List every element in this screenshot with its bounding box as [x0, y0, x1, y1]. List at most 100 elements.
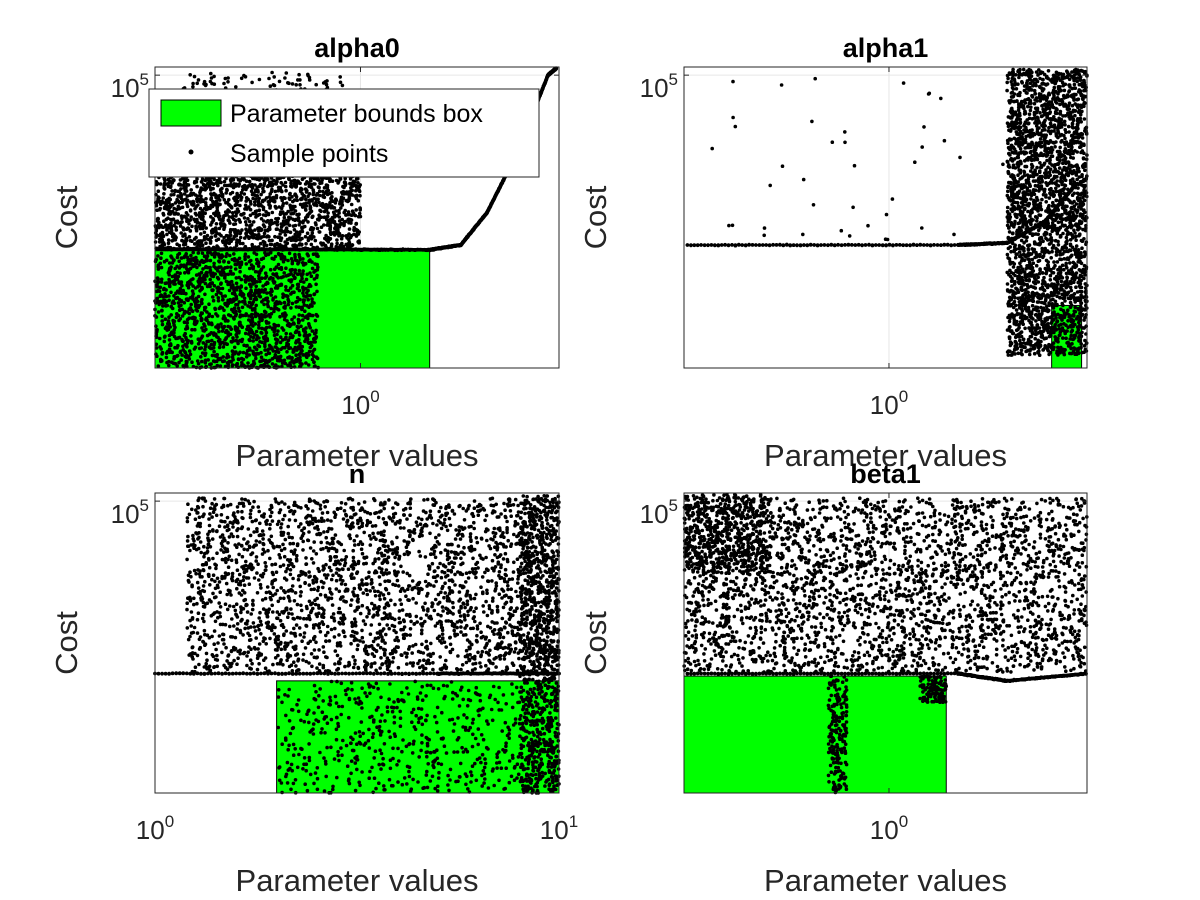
sample-point — [193, 211, 198, 216]
sample-point — [180, 238, 184, 243]
sample-point — [167, 294, 171, 298]
sample-point — [172, 212, 176, 216]
sample-point — [249, 288, 253, 293]
sample-point — [235, 240, 240, 244]
sample-point — [232, 222, 236, 227]
sample-point — [172, 258, 176, 262]
y-tick-label: 105 — [111, 70, 149, 103]
sample-point — [242, 216, 247, 220]
sample-point — [304, 197, 308, 201]
sample-point — [233, 267, 238, 271]
sample-point — [349, 186, 353, 190]
sample-point — [321, 189, 325, 194]
sample-point — [204, 327, 208, 332]
sample-point — [290, 82, 295, 86]
sample-point — [200, 285, 204, 290]
sample-point — [164, 217, 169, 222]
sample-point — [179, 220, 184, 224]
sample-point — [284, 188, 288, 193]
sample-point — [276, 235, 280, 239]
sample-point — [202, 220, 207, 224]
sample-point — [187, 307, 191, 312]
sample-point — [304, 242, 308, 246]
sample-point — [276, 329, 280, 333]
sample-point — [164, 351, 169, 356]
sample-point — [208, 79, 213, 84]
sample-point — [293, 252, 297, 257]
sample-point — [289, 306, 293, 310]
sample-point — [261, 265, 266, 269]
sample-point — [288, 192, 292, 197]
sample-point — [286, 288, 291, 293]
sample-point — [211, 295, 215, 299]
sample-point — [169, 290, 173, 295]
sample-point — [165, 232, 169, 237]
sample-point — [199, 197, 203, 201]
sample-point — [253, 269, 258, 274]
sample-point — [317, 216, 321, 221]
sample-point — [281, 295, 285, 300]
sample-point — [281, 259, 286, 264]
sample-point — [257, 271, 262, 275]
sample-point — [191, 85, 195, 89]
sample-point — [226, 76, 230, 80]
sample-point — [288, 236, 292, 240]
sample-point — [301, 291, 305, 295]
sample-point — [298, 238, 303, 242]
sample-point — [293, 330, 298, 335]
sample-point — [248, 228, 253, 232]
sample-point — [222, 342, 227, 346]
sample-point — [358, 208, 363, 212]
sample-point — [191, 81, 195, 86]
sample-point — [256, 226, 260, 231]
sample-point — [243, 278, 247, 283]
sample-point — [233, 195, 237, 200]
sample-point — [294, 83, 299, 87]
sample-point — [235, 191, 239, 196]
sample-point — [193, 219, 198, 224]
sample-point — [190, 193, 194, 197]
sample-point — [304, 277, 309, 282]
sample-point — [281, 219, 286, 223]
sample-point — [313, 221, 318, 225]
sample-point — [330, 195, 334, 199]
sample-point — [171, 178, 176, 182]
sample-point — [280, 326, 284, 330]
sample-point — [310, 304, 314, 308]
sample-point — [194, 308, 198, 312]
sample-point — [244, 199, 248, 203]
sample-point — [156, 289, 160, 293]
sample-point — [348, 217, 353, 222]
sample-point — [274, 265, 279, 270]
sample-point — [273, 273, 277, 277]
sample-point — [331, 210, 336, 215]
sample-point — [175, 336, 180, 341]
sample-point — [291, 224, 296, 228]
sample-point — [262, 183, 266, 188]
sample-point — [268, 84, 273, 88]
sample-point — [302, 280, 306, 284]
sample-point — [304, 295, 308, 299]
sample-point — [266, 321, 271, 325]
sample-point — [240, 228, 244, 232]
sample-point — [314, 275, 319, 280]
sample-point — [183, 232, 187, 236]
sample-point — [170, 330, 174, 335]
sample-point — [274, 345, 278, 349]
sample-point — [301, 220, 305, 225]
sample-point — [232, 259, 237, 263]
sample-point — [262, 240, 266, 245]
sample-point — [227, 288, 232, 293]
sample-point — [214, 212, 219, 216]
sample-point — [156, 364, 161, 368]
sample-point — [244, 355, 249, 359]
sample-point — [228, 314, 233, 318]
sample-point — [306, 194, 310, 198]
sample-point — [182, 300, 187, 305]
sample-point — [169, 313, 173, 317]
sample-point — [196, 342, 201, 346]
sample-point — [231, 177, 235, 181]
sample-point — [177, 281, 181, 285]
sample-point — [308, 271, 312, 275]
sample-point — [166, 241, 171, 245]
